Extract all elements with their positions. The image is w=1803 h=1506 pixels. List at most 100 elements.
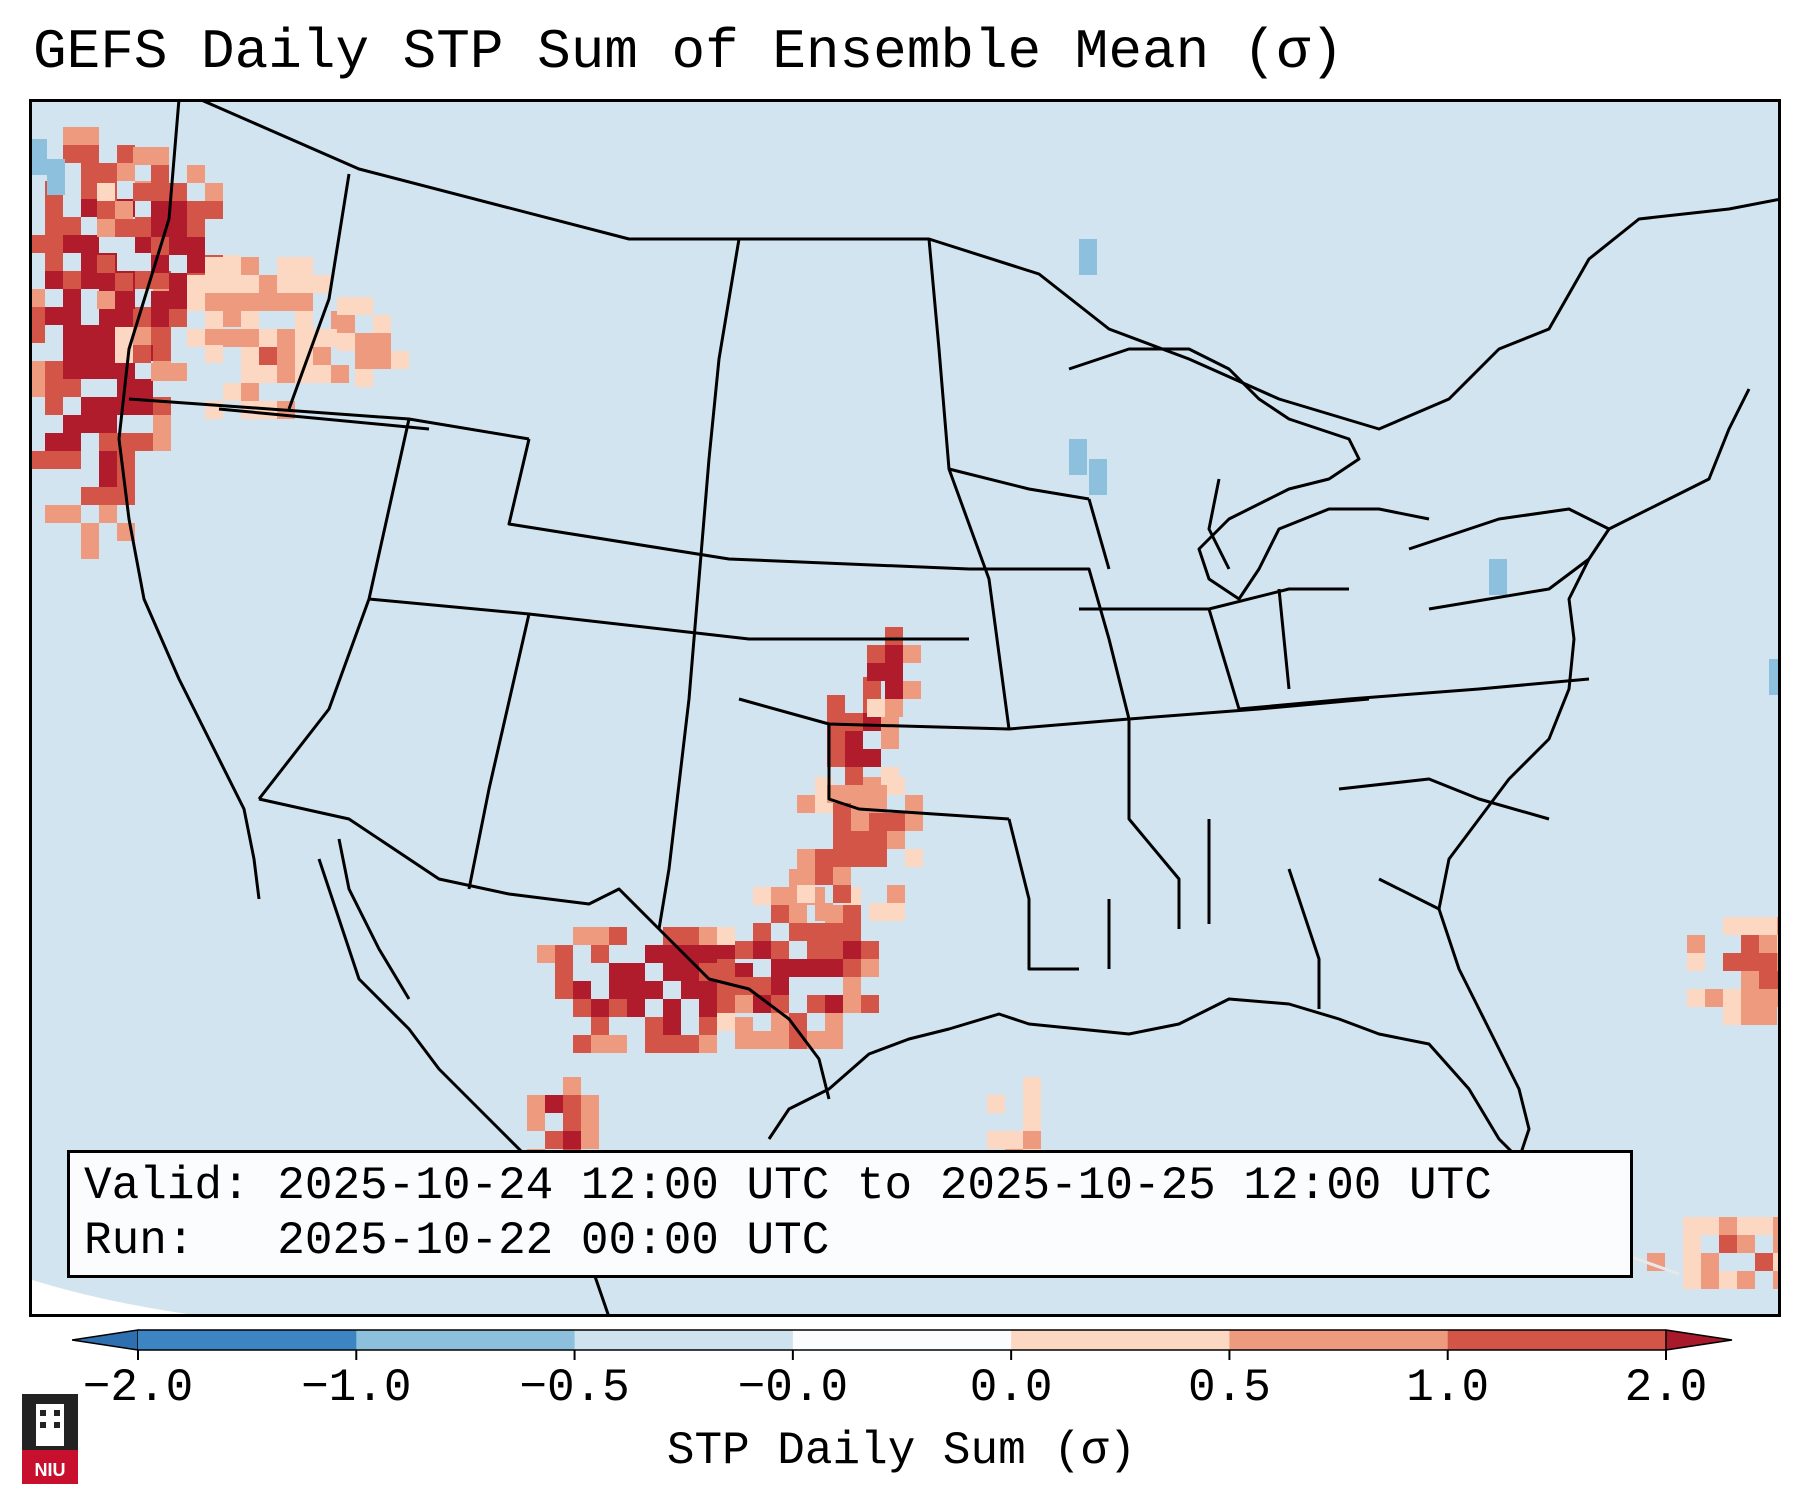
stp-cell [861,995,879,1013]
stp-cell [133,327,151,345]
stp-cell [45,505,63,523]
logo-text: NIU [35,1460,66,1480]
stp-cell [151,309,169,327]
stp-cell [825,1013,843,1031]
stp-cell [735,1017,753,1035]
stp-cell [881,767,899,785]
stp-cell [1741,935,1759,953]
stp-cell [97,201,115,219]
stp-cell [277,293,295,311]
stp-cell [133,219,151,237]
stp-cell [45,361,63,379]
stp-cell [45,235,63,253]
stp-cell [99,361,117,379]
stp-cell [699,999,717,1017]
stp-cell [863,749,881,767]
stp-cell [717,927,735,945]
stp-cell [699,945,717,963]
stp-cell [99,325,117,343]
stp-cell [527,1113,545,1131]
stp-cell [815,867,833,885]
stp-cell [807,941,825,959]
stp-cell [1741,1007,1759,1025]
stp-cell [45,271,63,289]
stp-cell [241,311,259,329]
stp-cell [717,945,735,963]
stp-cell [373,315,391,333]
stp-cell [885,699,903,717]
stp-cell [609,927,627,945]
stp-cell [151,165,169,183]
stp-cell [645,1035,663,1053]
stp-cell [241,383,259,401]
stp-cell [1723,989,1741,1007]
stp-cell [1719,1217,1737,1235]
stp-cell [771,941,789,959]
stp-field-cells [29,127,1781,1289]
stp-cell [277,347,295,365]
stp-cell [45,307,63,325]
stp-cell [259,329,277,347]
stp-cell [99,415,117,433]
stp-cell [29,379,45,397]
stp-cell [1759,953,1777,971]
stp-cell [663,1017,681,1035]
stp-cell [151,147,169,165]
stp-cell [905,795,923,813]
stp-cell [905,849,923,867]
stp-cell [807,959,825,977]
stp-cell [735,995,753,1013]
state-boundaries [117,99,1781,1317]
stp-cell [1759,1007,1777,1025]
stp-cell [223,329,241,347]
stp-cell [1719,1235,1737,1253]
stp-cell [581,1131,599,1149]
stp-cell [81,415,99,433]
stp-cell [753,941,771,959]
stp-cell [295,275,313,293]
stp-cell [81,145,99,163]
colorbar-label: STP Daily Sum (σ) [666,1425,1137,1477]
stp-cell [63,415,81,433]
stp-cell [555,963,573,981]
stp-cell [277,275,295,293]
stp-cell [825,941,843,959]
colorbar-bin [1447,1330,1667,1350]
stp-cell [867,699,885,717]
colorbar-bin [138,1330,357,1350]
stp-cell [241,365,259,383]
colorbar-tick-label: −2.0 [82,1362,194,1414]
stp-cell [223,309,241,327]
stp-cell [905,813,923,831]
stp-cell [241,347,259,365]
stp-cell [241,329,259,347]
valid-time-text: Valid: 2025-10-24 12:00 UTC to 2025-10-2… [84,1160,1492,1212]
stp-cell [833,867,851,885]
stp-cell [887,903,905,921]
stp-cell [29,139,47,175]
stp-cell [807,923,825,941]
stp-cell [45,397,63,415]
stp-cell [97,291,115,309]
stp-cell [205,201,223,219]
stp-cell [331,365,349,383]
map-panel [29,99,1781,1317]
stp-cell [1741,917,1759,935]
stp-cell [1759,917,1777,935]
stp-cell [81,541,99,559]
stp-cell [205,293,223,311]
stp-cell [277,257,295,275]
stp-cell [867,663,885,681]
colorbar-bin [1011,1330,1230,1350]
stp-cell [1687,935,1705,953]
stp-cell [735,963,753,981]
stp-cell [169,183,187,201]
stp-cell [117,163,135,181]
stp-cell [825,995,843,1013]
stp-cell [563,1131,581,1149]
stp-cell [169,237,187,255]
stp-cell [1759,989,1777,1007]
stp-cell [117,433,135,451]
stp-cell [259,275,277,293]
stp-cell [1701,1217,1719,1235]
